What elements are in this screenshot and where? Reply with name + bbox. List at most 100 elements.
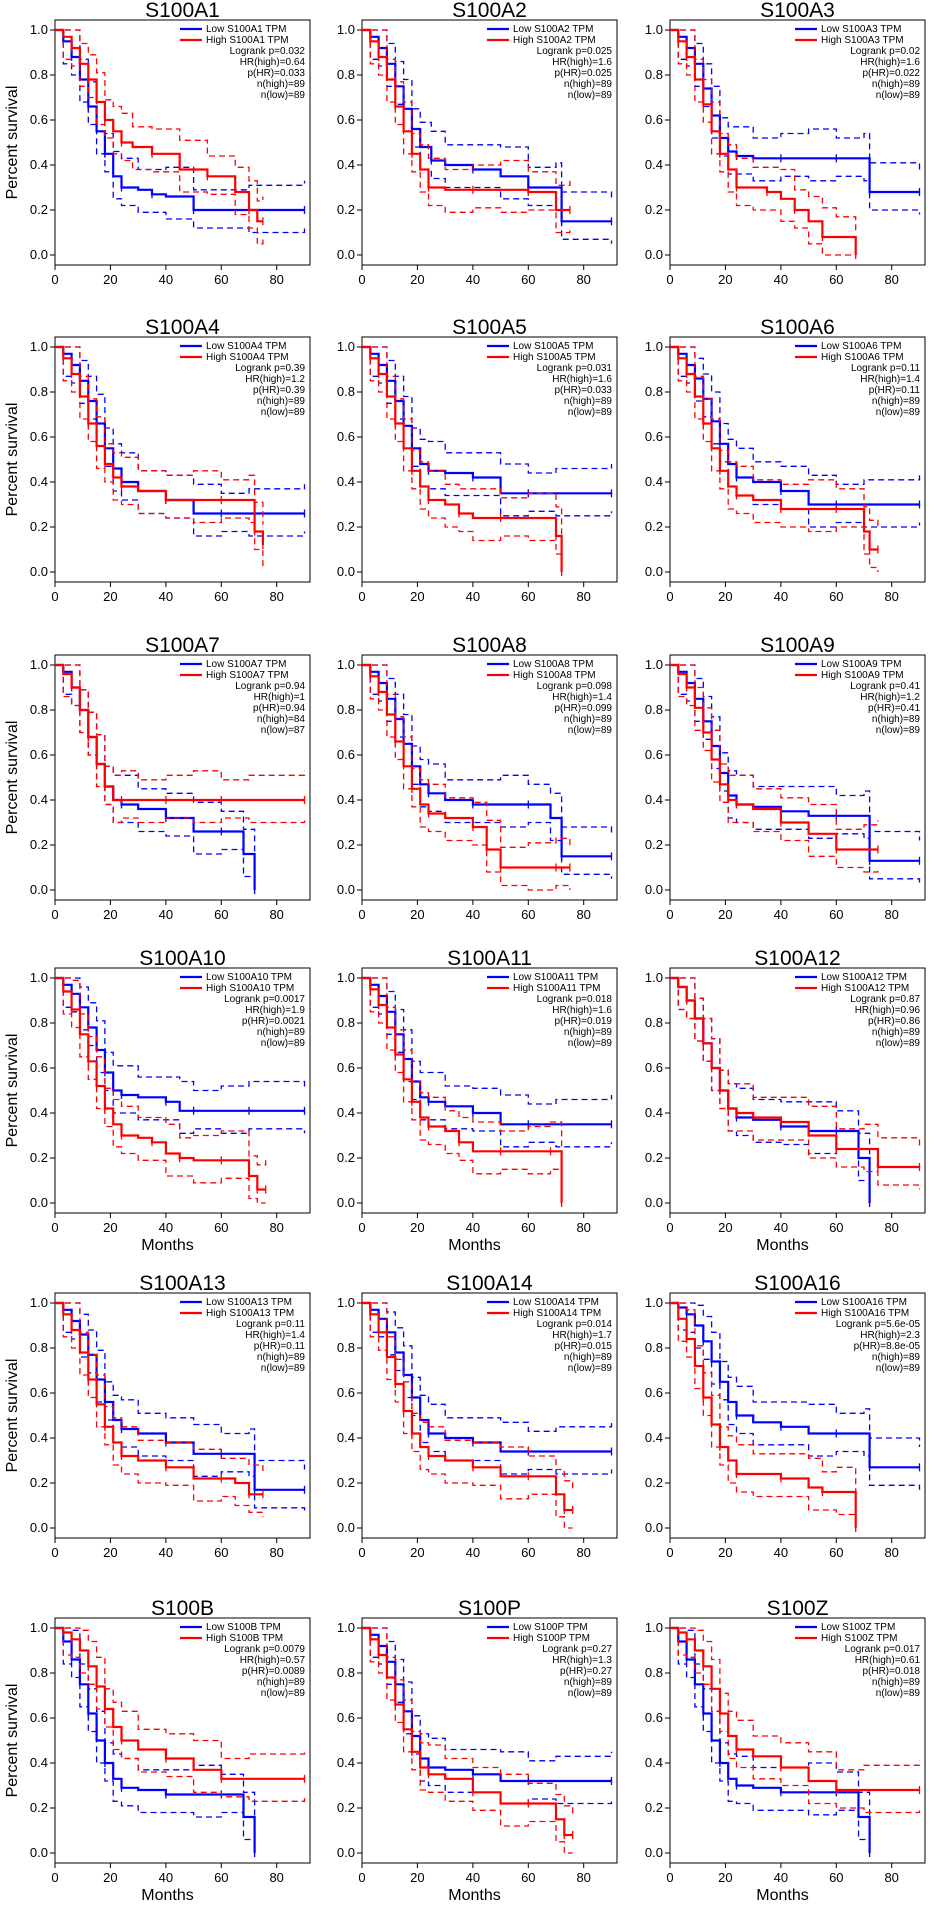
y-tick-label: 0.8	[337, 702, 355, 717]
y-tick-label: 0.4	[645, 1105, 663, 1120]
y-axis-label: Percent survival	[4, 1359, 21, 1473]
y-tick-label: 0.0	[337, 247, 355, 262]
stat-annotation: HR(high)=0.57	[240, 1655, 306, 1666]
stat-annotation: n(low)=89	[876, 90, 921, 101]
x-tick-label: 60	[829, 1545, 843, 1560]
y-tick-label: 1.0	[30, 970, 48, 985]
plot-frame	[54, 1617, 311, 1864]
high-ci-upper-line	[55, 664, 306, 781]
y-tick-label: 1.0	[30, 22, 48, 37]
y-tick-label: 0.8	[30, 1665, 48, 1680]
y-tick-label: 0.0	[30, 1195, 48, 1210]
y-tick-label: 0.2	[645, 1800, 663, 1815]
y-tick-label: 1.0	[337, 970, 355, 985]
x-tick-label: 0	[51, 589, 58, 604]
stat-annotation: n(low)=89	[568, 407, 613, 418]
stat-annotation: p(HR)=0.022	[862, 68, 920, 79]
x-tick-label: 80	[884, 272, 898, 287]
y-tick-label: 0.4	[645, 792, 663, 807]
high-ci-lower-line	[362, 1627, 573, 1854]
high-ci-upper-line	[362, 29, 571, 186]
stat-annotation: p(HR)=0.025	[554, 68, 612, 79]
panel-title: S100A6	[760, 316, 835, 339]
high-expression-survival-curve	[55, 663, 305, 802]
y-tick-label: 0.0	[645, 882, 663, 897]
x-tick-label: 80	[576, 1545, 590, 1560]
y-tick-label: 0.2	[337, 837, 355, 852]
x-tick-label: 80	[884, 1545, 898, 1560]
y-tick-label: 0.2	[337, 1475, 355, 1490]
low-ci-upper-line	[362, 1302, 613, 1432]
x-tick-label: 0	[358, 1545, 365, 1560]
x-tick-label: 40	[774, 589, 788, 604]
x-tick-label: 80	[576, 907, 590, 922]
y-tick-label: 0.2	[645, 1150, 663, 1165]
stat-annotation: Logrank p=0.0079	[224, 1644, 305, 1655]
legend-entry: High S100A11 TPM	[513, 983, 600, 994]
stat-annotation: Logrank p=0.0017	[224, 994, 305, 1005]
y-tick-label: 0.0	[645, 1845, 663, 1860]
low-ci-lower-line	[670, 664, 921, 884]
low-ci-upper-line	[55, 977, 306, 1092]
stat-annotation: HR(high)=0.64	[240, 57, 306, 68]
km-panel-s100a16: S100A16 0 20 40 60 80 0.0 0.2 0.4 0.6 0.8 1.0 Low S1…	[645, 1272, 926, 1560]
plot-frame	[361, 1617, 618, 1864]
low-expression-survival-curve	[670, 345, 920, 506]
x-axis-label: Months	[448, 1237, 500, 1254]
panel-title: S100B	[151, 1597, 214, 1620]
km-panel-s100p: S100P 0 20 40 60 80 0.0 0.2 0.4 0.6 0.8 1.0 Months Lo…	[337, 1597, 618, 1904]
high-ci-upper-line	[362, 346, 563, 552]
x-tick-label: 20	[718, 1220, 732, 1235]
y-tick-label: 0.8	[30, 67, 48, 82]
y-tick-label: 0.6	[30, 1710, 48, 1725]
stat-annotation: Logrank p=0.27	[542, 1644, 612, 1655]
high-ci-upper-line	[55, 977, 267, 1166]
y-tick-label: 0.8	[645, 1340, 663, 1355]
high-ci-lower-line	[670, 1627, 921, 1814]
legend-entry: Low S100A10 TPM	[206, 972, 292, 983]
high-expression-survival-curve	[55, 976, 266, 1191]
km-panel-s100a3: S100A3 0 20 40 60 80 0.0 0.2 0.4 0.6 0.8 1.0 Low S10…	[645, 0, 926, 287]
y-tick-label: 0.8	[337, 1015, 355, 1030]
stat-annotation: p(HR)=0.033	[554, 385, 612, 396]
low-ci-upper-line	[670, 346, 921, 485]
x-tick-label: 60	[214, 1870, 228, 1885]
y-tick-label: 1.0	[30, 657, 48, 672]
y-tick-label: 1.0	[645, 22, 663, 37]
y-tick-label: 0.2	[337, 1150, 355, 1165]
x-tick-label: 20	[103, 1545, 117, 1560]
y-tick-label: 0.6	[30, 1385, 48, 1400]
x-tick-label: 60	[521, 907, 535, 922]
legend-entry: High S100A9 TPM	[821, 670, 904, 681]
x-tick-label: 20	[410, 1545, 424, 1560]
high-ci-lower-line	[55, 1302, 264, 1517]
y-tick-label: 1.0	[337, 22, 355, 37]
low-expression-survival-curve	[55, 1626, 256, 1853]
y-axis-label: Percent survival	[4, 403, 21, 517]
stat-annotation: n(high)=89	[257, 1677, 306, 1688]
high-expression-survival-curve	[670, 1301, 857, 1528]
x-tick-label: 40	[159, 1220, 173, 1235]
x-tick-label: 20	[103, 1870, 117, 1885]
high-ci-upper-line	[362, 977, 563, 1183]
km-panel-s100a1: S100A1 0 20 40 60 80 0.0 0.2 0.4 0.6 0.8 1.0 Percent…	[4, 0, 311, 287]
stat-annotation: Logrank p=0.11	[236, 1319, 305, 1330]
stat-annotation: n(high)=89	[872, 1352, 921, 1363]
x-tick-label: 40	[774, 1545, 788, 1560]
high-ci-upper-line	[362, 664, 571, 848]
stat-annotation: n(low)=89	[876, 1688, 921, 1699]
low-expression-survival-curve	[362, 1626, 612, 1783]
y-tick-label: 0.6	[30, 1060, 48, 1075]
high-ci-lower-line	[362, 346, 563, 572]
high-ci-lower-line	[670, 664, 879, 873]
stat-annotation: Logrank p=5.6e-05	[836, 1319, 921, 1330]
stat-annotation: Logrank p=0.014	[537, 1319, 613, 1330]
legend-entry: Low S100A5 TPM	[513, 341, 593, 352]
low-ci-upper-line	[55, 1302, 306, 1470]
stat-annotation: Logrank p=0.031	[537, 363, 613, 374]
x-tick-label: 40	[159, 1870, 173, 1885]
y-axis-label: Percent survival	[4, 1034, 21, 1148]
y-tick-label: 0.4	[337, 792, 355, 807]
low-ci-upper-line	[670, 664, 921, 841]
x-tick-label: 60	[829, 589, 843, 604]
